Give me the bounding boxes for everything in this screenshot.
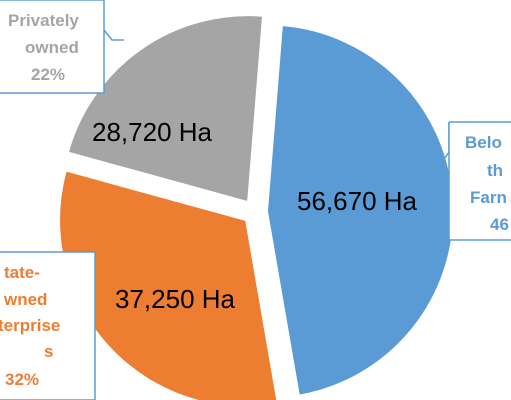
- callout-orange-line-5: 32%: [5, 370, 39, 389]
- callout-orange-line-4: s: [44, 342, 53, 361]
- slice-value-label-blue: 56,670 Ha: [297, 186, 418, 216]
- callout-blue-line-1: Belo: [465, 133, 502, 152]
- slice-value-label-gray: 28,720 Ha: [92, 117, 213, 147]
- callout-blue-line-2: th: [487, 161, 503, 180]
- callout-gray-line-1: Privately: [8, 11, 79, 30]
- callout-orange-line-2: wned: [3, 290, 47, 309]
- callout-orange-line-3: terprise: [0, 316, 60, 335]
- callout-orange-line-1: tate-: [4, 263, 40, 282]
- callout-orange: tate- wned terprise s 32%: [0, 251, 96, 400]
- callout-blue: Belo th Farn 46: [441, 121, 511, 241]
- slice-value-label-orange: 37,250 Ha: [115, 284, 236, 314]
- pie-slice-orange: [58, 169, 279, 400]
- callout-blue-line-3: Farn: [470, 188, 507, 207]
- callout-gray: Privately owned 22%: [0, 0, 124, 94]
- pie-slice-gray: [66, 14, 265, 204]
- callout-gray-line-3: 22%: [31, 65, 65, 84]
- callout-blue-line-4: 46: [490, 215, 509, 234]
- callout-gray-line-2: owned: [25, 38, 79, 57]
